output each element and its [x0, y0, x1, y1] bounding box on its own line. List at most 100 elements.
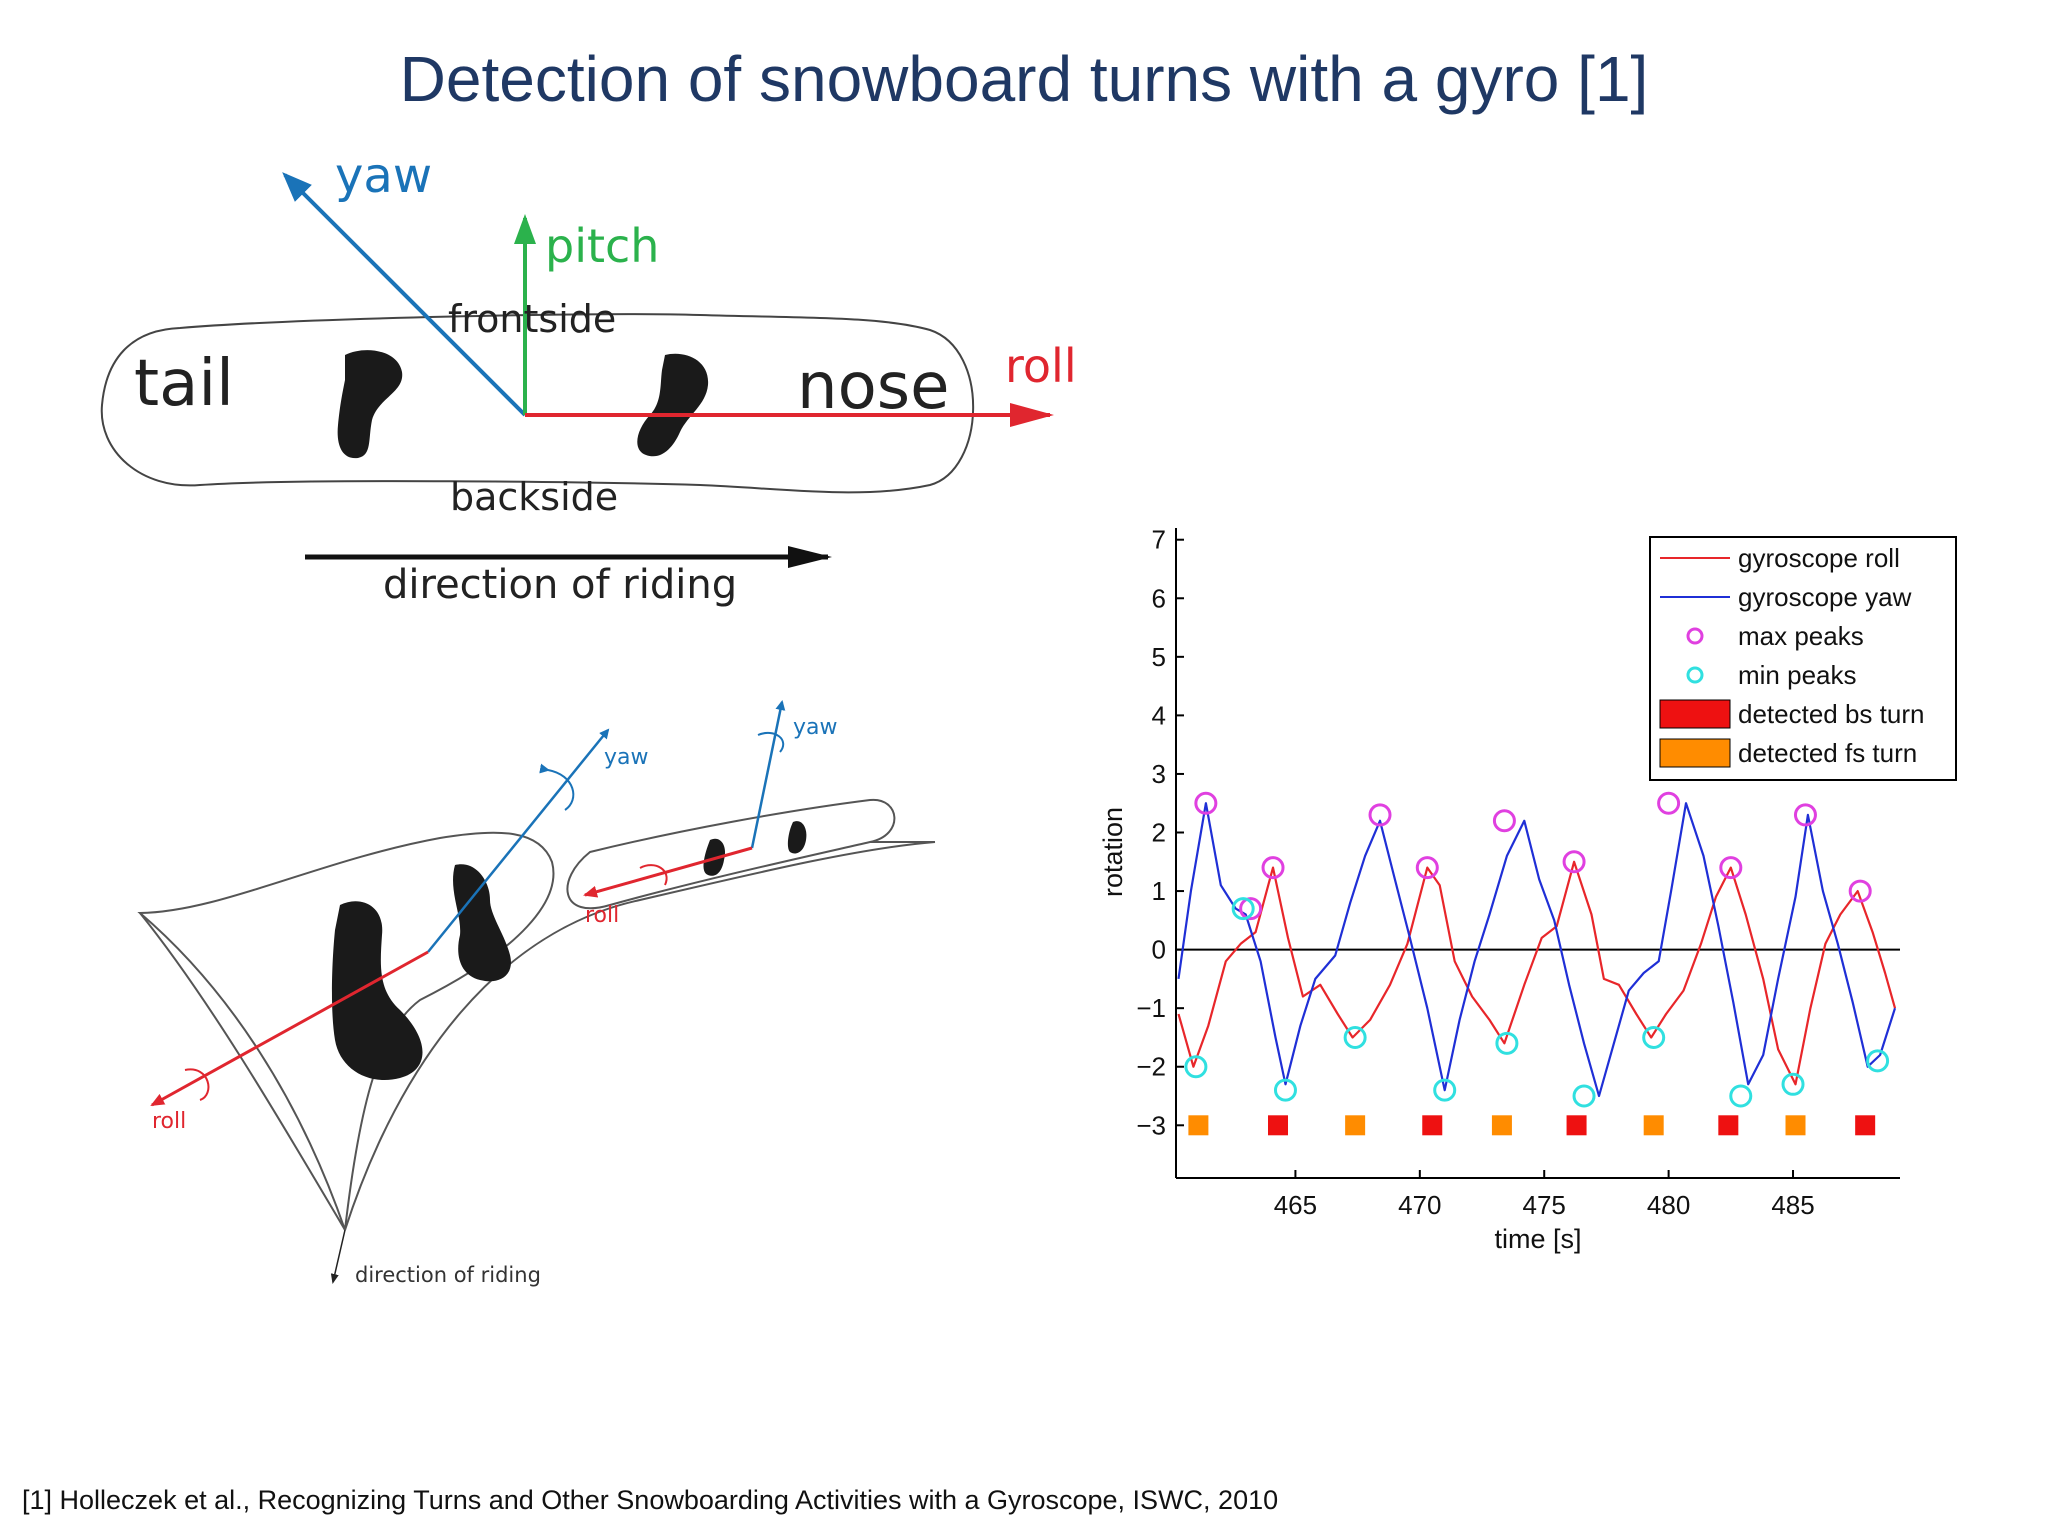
x-tick-label: 485: [1771, 1190, 1814, 1220]
bs-turn-marker: [1422, 1115, 1443, 1136]
max-peak-marker: [1848, 879, 1872, 903]
min-peak-marker: [1495, 1031, 1519, 1055]
slope-edge: [344, 841, 936, 1231]
bottom-direction-label: direction of riding: [355, 1263, 541, 1287]
far-yaw-arrow: [750, 700, 786, 849]
y-tick-label: 5: [1152, 642, 1166, 672]
bs-turn-marker: [1566, 1115, 1587, 1136]
roll-label: roll: [1005, 339, 1077, 393]
bs-turn-marker: [1718, 1115, 1739, 1136]
chart-legend: gyroscope roll gyroscope yaw max peaks min …: [1649, 536, 1957, 781]
legend-label: min peaks: [1738, 660, 1857, 690]
max-peak-marker: [1261, 856, 1285, 880]
fs-turn-marker: [1643, 1115, 1664, 1136]
y-tick-label: 4: [1152, 700, 1166, 730]
near-rear-footprint: [331, 901, 423, 1081]
legend-patch-swatch: [1659, 738, 1731, 768]
y-tick-label: 3: [1152, 759, 1166, 789]
bottom-direction-arrow: [330, 1229, 346, 1284]
pitch-label: pitch: [545, 219, 659, 273]
backside-label: backside: [450, 475, 618, 519]
yaw-label: yaw: [335, 148, 432, 204]
legend-patch-swatch: [1659, 699, 1731, 729]
fs-turn-marker: [1491, 1115, 1512, 1136]
far-front-footprint: [787, 821, 807, 854]
far-yaw-rotation-icon: [757, 732, 785, 753]
min-peak-marker: [1729, 1084, 1753, 1108]
y-tick-label: 2: [1152, 818, 1166, 848]
legend-label: max peaks: [1738, 621, 1864, 651]
frontside-label: frontside: [448, 297, 616, 341]
y-tick-label: −1: [1136, 993, 1166, 1023]
fs-turn-marker: [1345, 1115, 1366, 1136]
x-tick-label: 475: [1523, 1190, 1566, 1220]
max-peak-marker: [1239, 897, 1263, 921]
bs-turn-marker: [1855, 1115, 1876, 1136]
near-roll-arrow: [150, 950, 429, 1107]
near-yaw-arrow: [427, 728, 610, 953]
min-peak-marker: [1273, 1078, 1297, 1102]
near-board-edge: [139, 912, 346, 1231]
legend-label: gyroscope roll: [1738, 543, 1900, 573]
y-tick-label: −3: [1136, 1110, 1166, 1140]
x-tick-label: 465: [1274, 1190, 1317, 1220]
series-group: [1177, 802, 1897, 1098]
min-peak-marker: [1572, 1084, 1596, 1108]
y-tick-label: 1: [1152, 876, 1166, 906]
far-board-outline: [566, 798, 896, 910]
marker-group: [1184, 791, 1890, 1136]
bs-turn-marker: [1268, 1115, 1289, 1136]
near-yaw-label: yaw: [604, 745, 649, 770]
y-tick-group: 7 6 5 4 3 2 1 0 −1 −2 −3: [1136, 525, 1184, 1140]
min-peak-marker: [1184, 1055, 1208, 1079]
y-tick-label: 0: [1152, 935, 1166, 965]
y-tick-label: −2: [1136, 1052, 1166, 1082]
near-roll-rotation-icon: [184, 1068, 210, 1101]
max-peak-marker: [1793, 803, 1817, 827]
x-tick-group: 465 470 475 480 485: [1274, 1170, 1815, 1220]
tail-label: tail: [134, 347, 234, 421]
turn-perspective-diagram: yaw roll yaw roll direction of riding: [137, 700, 936, 1287]
y-axis-label: rotation: [1098, 807, 1128, 897]
max-peak-marker: [1719, 856, 1743, 880]
x-tick-label: 470: [1398, 1190, 1441, 1220]
far-roll-arrow: [583, 846, 753, 898]
front-binding-footprint: [637, 353, 709, 457]
y-tick-label: 6: [1152, 583, 1166, 613]
far-yaw-label: yaw: [793, 715, 838, 740]
legend-label: detected fs turn: [1738, 738, 1917, 768]
legend-items: gyroscope roll gyroscope yaw max peaks min …: [1659, 543, 1924, 768]
legend-marker-swatch: [1686, 627, 1704, 645]
max-peak-marker: [1368, 803, 1392, 827]
near-front-footprint: [453, 864, 511, 982]
min-peak-marker: [1343, 1025, 1367, 1049]
min-peak-marker: [1231, 897, 1255, 921]
max-peak-marker: [1415, 856, 1439, 880]
fs-turn-marker: [1188, 1115, 1209, 1136]
max-peak-marker: [1562, 850, 1586, 874]
x-axis-label: time [s]: [1494, 1224, 1581, 1254]
legend-label: gyroscope yaw: [1738, 582, 1912, 612]
max-peak-marker: [1492, 809, 1516, 833]
series-line: [1177, 802, 1897, 1098]
max-peak-marker: [1194, 791, 1218, 815]
snowboard-outline: [100, 313, 975, 494]
min-peak-marker: [1433, 1078, 1457, 1102]
yaw-axis-arrow: [282, 172, 527, 417]
near-yaw-rotation-icon: [539, 763, 575, 811]
rear-binding-footprint: [337, 350, 403, 459]
min-peak-marker: [1781, 1072, 1805, 1096]
y-tick-label: 7: [1152, 525, 1166, 555]
series-line: [1177, 860, 1897, 1086]
x-tick-label: 480: [1647, 1190, 1690, 1220]
legend-marker-swatch: [1686, 666, 1704, 684]
footnote: [1] Holleczek et al., Recognizing Turns …: [22, 1485, 1279, 1515]
nose-label: nose: [797, 350, 949, 424]
min-peak-marker: [1642, 1025, 1666, 1049]
max-peak-marker: [1657, 791, 1681, 815]
fs-turn-marker: [1785, 1115, 1806, 1136]
snowboard-axes-diagram: yaw pitch roll frontside backside tail n…: [100, 148, 1077, 608]
min-peak-marker: [1866, 1049, 1890, 1073]
